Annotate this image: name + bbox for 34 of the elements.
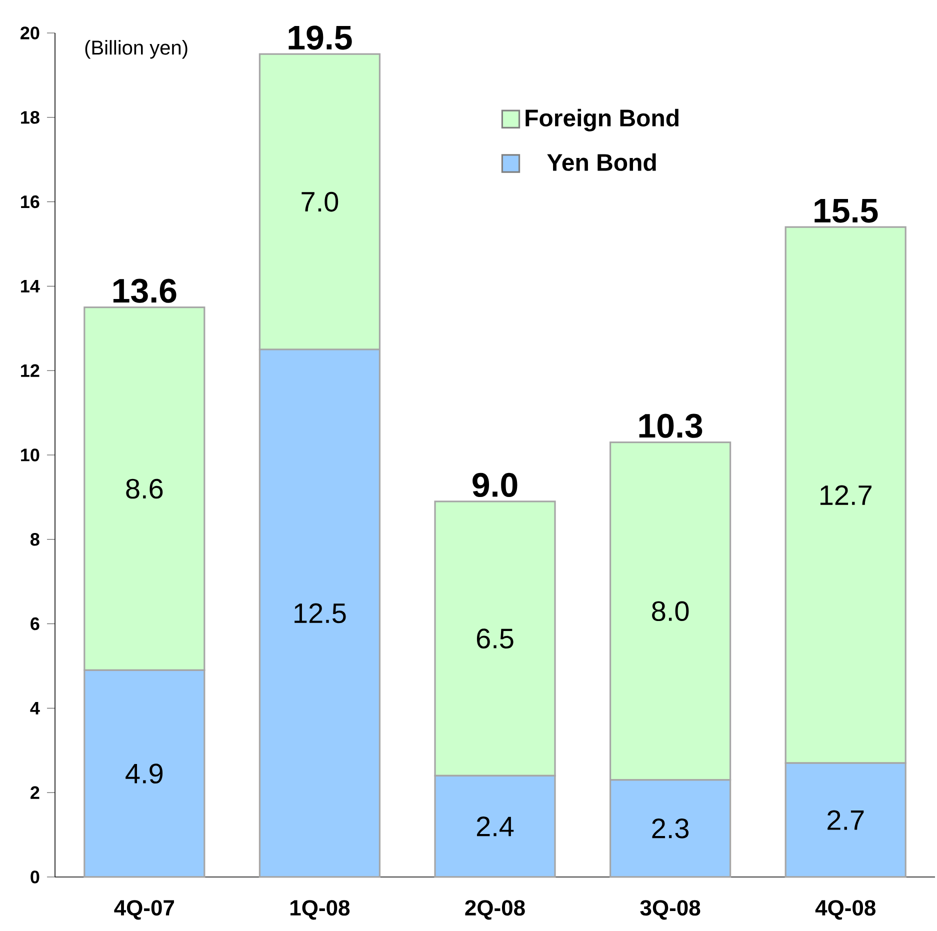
total-label: 15.5 [814,198,878,223]
total-label: 9.0 [472,472,518,498]
data-label: 12.7 [820,485,872,505]
total-label: 10.3 [639,414,702,438]
y-tick-label: 4 [30,702,40,714]
data-label: 12.5 [294,603,346,624]
data-label: 4.9 [126,764,163,784]
y-axis-title: (Billion yen) [85,40,188,59]
data-label: 7.0 [302,192,338,212]
y-tick-label: 0 [30,870,40,884]
y-tick-label: 18 [21,111,40,124]
x-tick-label: 2Q-08 [465,900,525,920]
y-tick-label: 10 [21,448,40,462]
legend-label: Foreign Bond [526,108,678,132]
y-tick-label: 2 [30,786,40,799]
x-tick-label: 3Q-08 [640,900,700,920]
data-label: 8.6 [126,478,163,499]
total-label: 19.5 [288,26,352,50]
data-label: 2.3 [652,818,689,838]
data-label: 2.4 [476,816,514,836]
x-tick-label: 4Q-07 [114,900,174,920]
data-label: 2.7 [828,810,864,830]
y-tick-label: 16 [21,195,40,208]
y-tick-label: 12 [21,364,40,377]
y-tick-label: 20 [20,26,40,40]
legend-label: Yen Bond [547,153,656,171]
total-label: 13.6 [113,278,176,303]
data-label: 8.0 [652,601,689,622]
x-tick-label: 4Q-08 [815,900,876,920]
x-tick-label: 1Q-08 [290,900,350,920]
data-label: 6.5 [476,628,514,648]
y-tick-label: 8 [30,533,40,546]
y-tick-label: 6 [30,617,40,630]
y-tick-label: 14 [21,280,40,292]
